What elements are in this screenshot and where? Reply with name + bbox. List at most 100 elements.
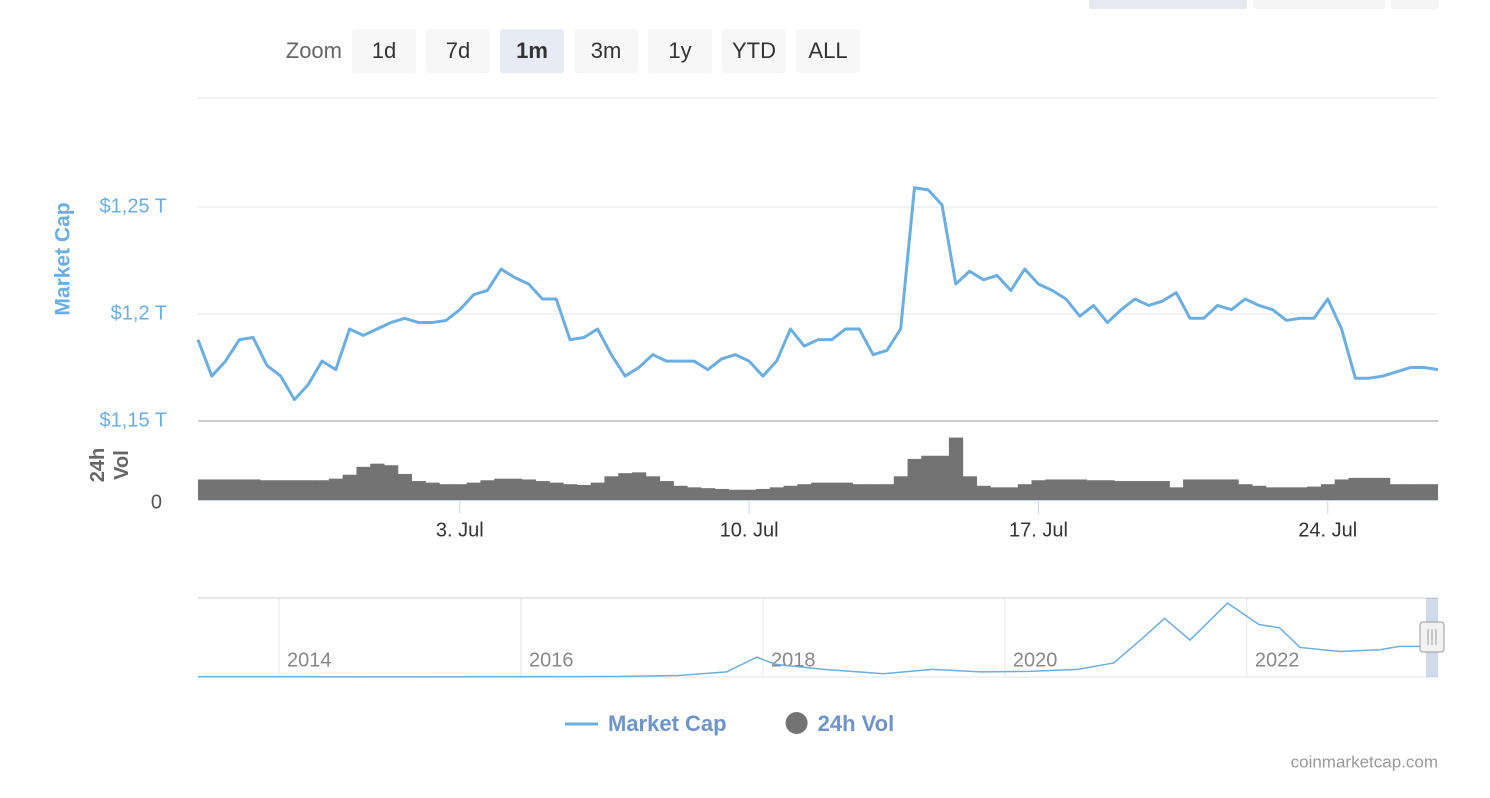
volume-bar [1183,479,1198,500]
volume-bar [218,479,233,500]
volume-bar [811,482,826,500]
volume-bars [198,437,1438,500]
volume-bar [480,480,495,500]
legend-label[interactable]: 24h Vol [818,711,895,736]
volume-bar [962,476,977,500]
volume-bar [397,473,413,500]
volume-bar [1279,487,1294,500]
volume-bar [907,458,922,500]
volume-bar [1238,484,1253,500]
zoom-button[interactable] [722,29,786,73]
zoom-button-label[interactable]: 1d [372,38,396,63]
volume-bar [439,484,454,500]
legend-symbol[interactable] [785,712,808,734]
volume-bar [246,479,261,500]
navigator-tick-label: 2022 [1255,649,1300,671]
navigator-tick-label: 2020 [1013,649,1057,671]
zoom-button[interactable] [500,29,564,73]
volume-bar [1362,477,1377,500]
market-cap-line [196,186,1439,402]
zoom-button-label[interactable]: 7d [446,38,470,63]
credits[interactable]: coinmarketcap.com [1291,752,1438,771]
navigator-tick-label: 2014 [287,649,332,671]
volume-bar [273,480,289,500]
x-tick-label: 3. Jul [436,519,484,541]
x-tick-label: 24. Jul [1298,519,1357,541]
volume-bar [1196,479,1212,500]
volume-bar [728,489,743,500]
volume-bar [1114,481,1129,500]
zoom-button-label[interactable]: ALL [808,38,847,63]
navigator-tick-label: 2016 [529,649,574,671]
volume-bar [976,485,991,500]
volume-bar [535,481,550,500]
volume-bar [1376,477,1391,500]
volume-bar [301,480,316,500]
volume-bar [1141,481,1157,500]
volume-bar [632,472,647,500]
volume-bar [1417,484,1432,500]
volume-bar [1265,487,1281,500]
zoom-button[interactable] [426,29,490,73]
volume-bar [508,478,523,500]
top-button[interactable] [1253,0,1385,9]
volume-bar [1072,479,1088,500]
volume-bar [673,485,688,500]
zoom-button-label[interactable]: 1m [516,38,548,63]
zoom-button[interactable] [648,29,712,73]
volume-bar [1031,480,1046,500]
y2-tick-label: 0 [151,491,162,513]
volume-bar [838,482,853,500]
volume-bar [618,473,633,500]
volume-bar [893,476,909,500]
volume-bar [1004,487,1019,500]
y2-axis-title: 24h Vol [87,447,133,483]
zoom-button-label[interactable]: 1y [668,38,691,63]
volume-bar [1307,486,1322,500]
volume-bar [1086,480,1101,500]
volume-bar [1155,481,1170,500]
volume-bar [769,487,785,500]
volume-bar [756,488,771,500]
volume-bar [1128,481,1143,500]
top-button[interactable] [1391,0,1439,9]
volume-bar [328,478,344,500]
zoom-button[interactable] [796,29,860,73]
volume-bar [466,482,481,500]
volume-bar [1224,479,1239,500]
volume-bar [604,476,619,500]
top-button[interactable] [1089,0,1247,9]
x-tick-label: 17. Jul [1009,519,1068,541]
volume-bar [714,488,729,500]
zoom-button-label[interactable]: 3m [591,38,622,63]
legend-label[interactable]: Market Cap [608,711,727,736]
volume-bar [687,487,702,500]
volume-bar [425,482,440,500]
volume-bar [1210,479,1225,500]
volume-bar [198,479,206,500]
zoom-label: Zoom [286,38,342,63]
volume-bar [990,487,1005,500]
volume-bar [356,466,371,500]
volume-bar [880,484,895,500]
volume-bar [742,489,757,500]
volume-bar [921,455,936,500]
volume-bar [700,488,716,500]
volume-bar [576,484,592,500]
volume-bar [1017,484,1033,500]
zoom-button-label[interactable]: YTD [732,38,776,63]
volume-bar [1252,485,1267,500]
zoom-button[interactable] [352,29,416,73]
volume-bar [1100,480,1115,500]
y-tick-label: $1,25 T [100,195,167,217]
volume-bar [783,485,798,500]
volume-bar [1431,484,1438,500]
zoom-button[interactable] [574,29,638,73]
volume-bar [1320,484,1336,500]
volume-bar [797,484,812,500]
volume-bar [1389,484,1405,500]
y-axis-title: Market Cap [52,202,75,315]
volume-bar [659,481,674,500]
